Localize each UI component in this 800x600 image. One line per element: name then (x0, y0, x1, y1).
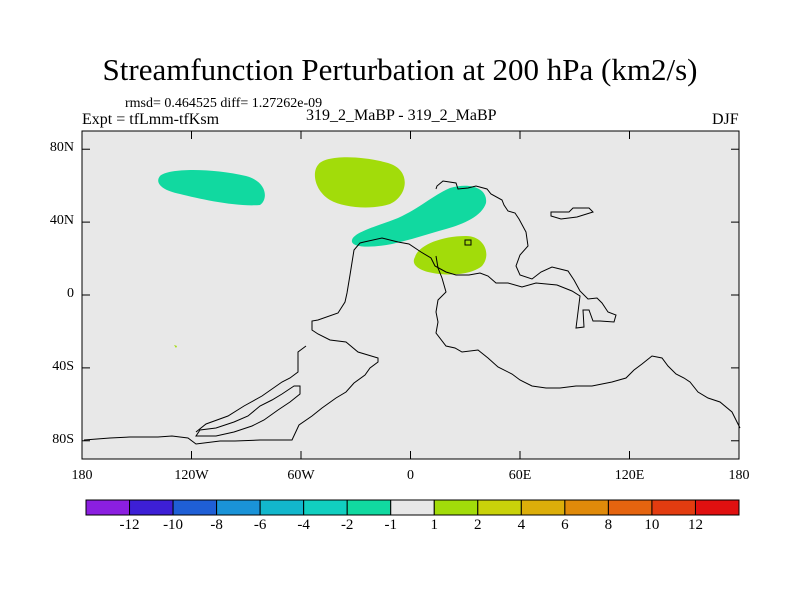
coastline-west-spur (195, 345, 307, 433)
coastline-americas (83, 180, 617, 445)
experiment-label: Expt = tfLmm-tfKsm (82, 111, 220, 128)
colorbar (85, 499, 740, 516)
colorbar-swatch (564, 499, 609, 516)
colorbar-swatch (85, 499, 131, 516)
colorbar-swatch (607, 499, 653, 516)
colorbar-label: -12 (119, 517, 140, 533)
colorbar-swatch (520, 499, 566, 516)
colorbar-label: -8 (210, 517, 223, 533)
colorbar-swatch (433, 499, 479, 516)
lon-tick-label: 180 (728, 468, 750, 483)
anomaly-regions (158, 157, 487, 348)
lon-tick-label: 120W (174, 468, 209, 483)
lat-tick-label: 40N (49, 213, 74, 229)
colorbar-label: -4 (297, 517, 310, 533)
colorbar-label: -2 (340, 517, 354, 533)
page-title: Streamfunction Perturbation at 200 hPa (… (102, 52, 698, 87)
coastline-africa (435, 255, 741, 429)
season-label: DJF (712, 111, 739, 128)
lon-tick-label: 60E (508, 468, 532, 483)
anomaly-region-2 (314, 157, 405, 208)
coastline-small-box (464, 239, 472, 246)
lat-tick-label: 80S (52, 431, 74, 447)
lat-tick-label: 40S (52, 358, 74, 374)
anomaly-region-3 (351, 185, 487, 247)
coastline-north-island (550, 207, 594, 220)
tick-marks (81, 131, 740, 459)
colorbar-swatch (477, 499, 522, 516)
colorbar-swatch (651, 499, 696, 516)
anomaly-region-1 (158, 170, 265, 206)
stats-line: rmsd= 0.464525 diff= 1.27262e-09 (125, 96, 323, 111)
colorbar-label: 2 (474, 517, 482, 533)
colorbar-label: -1 (384, 517, 397, 533)
colorbar-label: 12 (687, 517, 703, 533)
colorbar-swatch (303, 499, 348, 516)
colorbar-label: 1 (430, 517, 439, 533)
colorbar-label: 6 (561, 517, 569, 533)
coastlines (83, 180, 741, 445)
colorbar-label: 10 (644, 517, 660, 533)
anomaly-region-5 (174, 345, 177, 348)
colorbar-label: -10 (163, 517, 184, 533)
lon-tick-label: 120E (614, 468, 645, 483)
colorbar-swatch (129, 499, 174, 516)
lat-tick-label: 0 (67, 286, 74, 301)
lon-tick-label: 0 (407, 468, 414, 483)
center-label: 319_2_MaBP - 319_2_MaBP (306, 107, 497, 124)
coastline-antarctic (195, 385, 301, 437)
colorbar-swatch (216, 499, 261, 516)
colorbar-label: -6 (253, 517, 267, 533)
colorbar-label: 8 (604, 517, 613, 533)
colorbar-swatch (346, 499, 392, 516)
colorbar-swatch (390, 499, 435, 516)
lon-tick-label: 60W (287, 468, 315, 483)
colorbar-swatch (259, 499, 305, 516)
colorbar-swatch (172, 499, 218, 516)
colorbar-label: 4 (517, 517, 526, 533)
colorbar-swatch (694, 499, 740, 516)
anomaly-region-4 (413, 236, 487, 275)
lon-tick-label: 180 (71, 468, 93, 483)
lat-tick-label: 80N (49, 140, 74, 156)
